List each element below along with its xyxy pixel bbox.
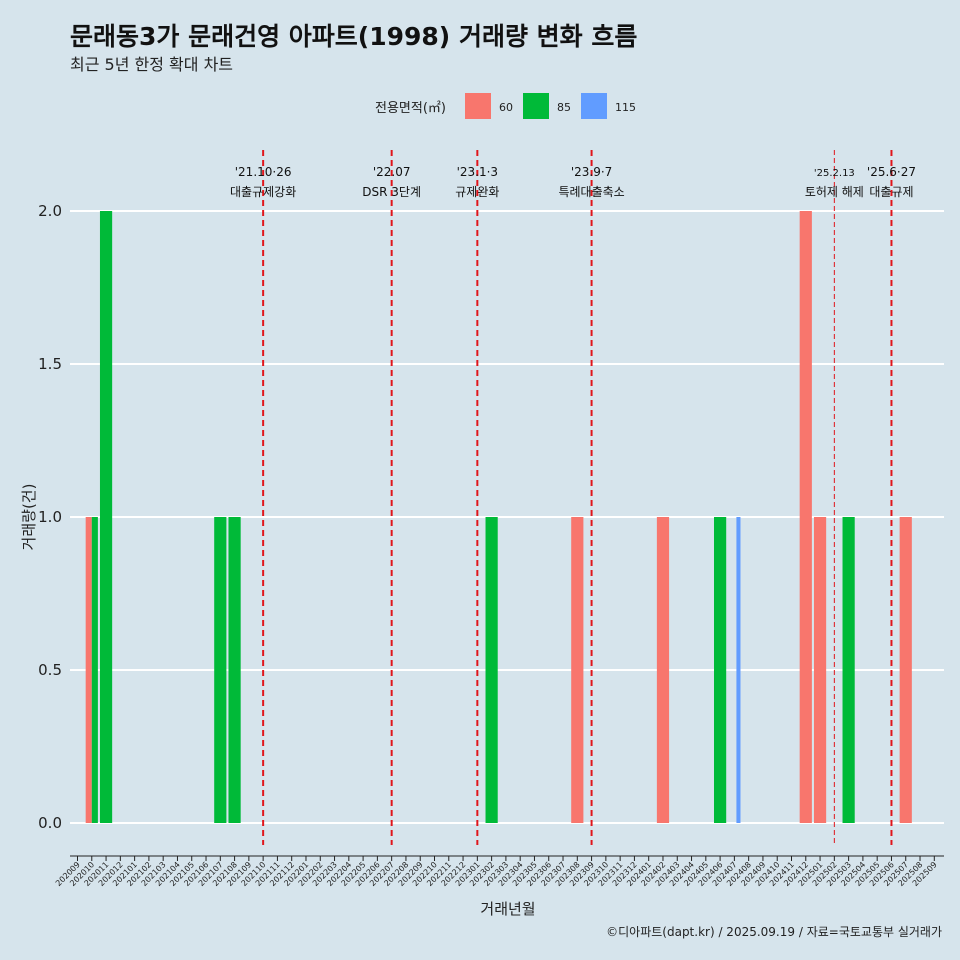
x-axis: 2020092020102020112020122021012021022021…	[54, 855, 944, 888]
legend-title: 전용면적(㎡)	[375, 101, 446, 116]
bar-202308-60	[571, 517, 584, 823]
legend-swatch-85	[523, 93, 549, 119]
event-date-202301: '23.1·3	[457, 165, 498, 179]
y-tick-label: 2.0	[38, 202, 62, 220]
bar-202407-115	[736, 517, 741, 823]
legend-label-60: 60	[499, 101, 513, 114]
y-tick-label: 0.0	[38, 814, 62, 832]
caption: ©디아파트(dapt.kr) / 2025.09.19 / 자료=국토교통부 실…	[606, 925, 942, 939]
legend-label-85: 85	[557, 101, 571, 114]
event-date-202309: '23.9·7	[571, 165, 612, 179]
y-tick-label: 1.5	[38, 355, 62, 373]
y-tick-label: 1.0	[38, 508, 62, 526]
legend-swatch-60	[465, 93, 491, 119]
y-tick-label: 0.5	[38, 661, 62, 679]
event-lines: '21.10·26 대출규제강화 '22.07 DSR 3단계 '23.1·3 규제완화 '…	[230, 150, 916, 845]
bar-202010-85	[91, 517, 98, 823]
legend-swatch-115	[581, 93, 607, 119]
chart-subtitle: 최근 5년 한정 확대 차트	[70, 55, 233, 74]
bar-202503-85	[842, 517, 855, 823]
y-axis-label: 거래량(건)	[20, 484, 38, 551]
bar-202010-60	[85, 517, 92, 823]
bar-202011-85	[99, 211, 113, 823]
event-label-202207: DSR 3단계	[362, 185, 421, 199]
event-label-202301: 규제완화	[455, 185, 499, 199]
legend: 전용면적(㎡) 60 85 115	[375, 93, 636, 119]
event-date-202502: '25.2.13	[814, 168, 855, 179]
bar-202302-85	[485, 517, 498, 823]
event-label-202309: 특례대출축소	[558, 185, 624, 199]
x-axis-label: 거래년월	[480, 900, 535, 918]
bars	[85, 211, 912, 823]
legend-label-115: 115	[615, 101, 636, 114]
event-label-202502: 토허제 해제	[805, 185, 864, 199]
grid	[70, 210, 944, 824]
bar-202402-60	[656, 517, 670, 823]
bar-202501-60	[813, 517, 827, 823]
bar-202107-85	[214, 517, 227, 823]
event-date-202506: '25.6·27	[867, 165, 916, 179]
event-label-202110: 대출규제강화	[230, 185, 296, 199]
event-label-202506: 대출규제	[869, 185, 913, 199]
bar-202406-85	[714, 517, 727, 823]
event-date-202207: '22.07	[373, 165, 411, 179]
bar-202412-60	[799, 211, 812, 823]
bar-202108-85	[228, 517, 241, 823]
bar-202507-60	[899, 517, 912, 823]
chart-title: 문래동3가 문래건영 아파트(1998) 거래량 변화 흐름	[70, 22, 637, 51]
event-date-202110: '21.10·26	[235, 165, 292, 179]
y-axis: 0.0 0.5 1.0 1.5 2.0	[38, 202, 62, 832]
